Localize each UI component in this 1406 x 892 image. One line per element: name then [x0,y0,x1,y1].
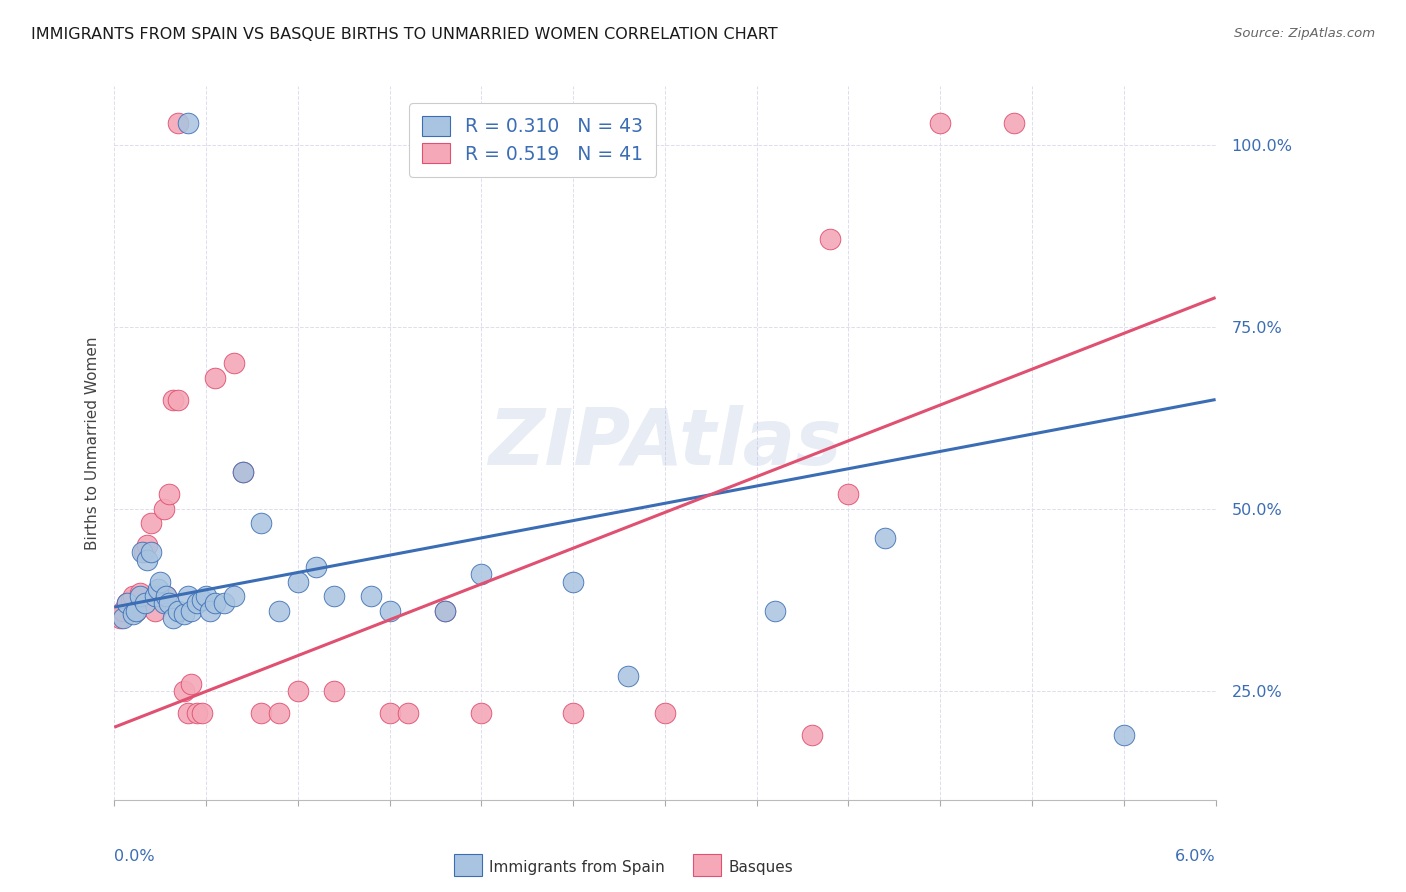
Point [360,589,382,603]
Point [128,589,150,603]
Point [134,597,156,611]
Point [198,604,221,618]
Point [167,116,190,130]
Point [143,604,166,618]
Point [108,611,131,625]
Point [875,531,897,545]
Point [232,466,254,480]
Point [186,706,208,720]
Point [115,597,138,611]
Point [139,516,162,531]
Point [214,597,236,611]
Point [157,597,180,611]
Point [152,597,174,611]
Point [433,604,456,618]
Point [125,604,148,618]
Point [204,370,226,384]
Point [148,582,170,596]
Point [562,706,585,720]
Text: 6.0%: 6.0% [1175,849,1216,863]
Text: 0.0%: 0.0% [114,849,155,863]
Point [152,501,174,516]
Point [470,567,492,582]
Point [131,545,153,559]
Point [837,487,859,501]
Point [115,597,138,611]
Point [191,592,214,607]
Text: Basques: Basques [728,860,793,874]
Point [149,589,172,603]
Text: Source: ZipAtlas.com: Source: ZipAtlas.com [1234,27,1375,40]
Point [180,604,202,618]
Point [132,545,155,559]
Point [194,589,217,603]
Point [136,553,159,567]
Point [191,706,214,720]
Point [155,589,177,603]
Point [162,611,184,625]
Point [562,574,585,589]
Point [1112,727,1135,741]
Point [167,604,190,618]
Point [139,545,162,559]
Point [269,706,291,720]
Point [167,392,190,407]
Legend: R = 0.310   N = 43, R = 0.519   N = 41: R = 0.310 N = 43, R = 0.519 N = 41 [409,103,657,177]
Point [378,604,401,618]
Point [654,706,676,720]
Point [222,589,245,603]
Point [617,669,640,683]
Point [128,585,150,599]
Point [155,589,177,603]
Text: Immigrants from Spain: Immigrants from Spain [489,860,665,874]
Y-axis label: Births to Unmarried Women: Births to Unmarried Women [86,336,100,550]
Point [222,356,245,370]
Point [250,516,273,531]
Point [157,487,180,501]
Point [149,574,172,589]
Point [121,589,143,603]
Point [162,392,184,407]
Point [929,116,952,130]
Point [173,607,195,622]
Text: IMMIGRANTS FROM SPAIN VS BASQUE BIRTHS TO UNMARRIED WOMEN CORRELATION CHART: IMMIGRANTS FROM SPAIN VS BASQUE BIRTHS T… [31,27,778,42]
Point [173,683,195,698]
Point [176,706,198,720]
Point [323,683,346,698]
Point [818,232,841,246]
Point [396,706,419,720]
Text: ZIPAtlas: ZIPAtlas [488,405,842,481]
Point [470,706,492,720]
Point [112,611,135,625]
Point [323,589,346,603]
Point [176,116,198,130]
Point [125,604,148,618]
Point [305,560,328,574]
Point [136,538,159,552]
Point [433,604,456,618]
Point [176,589,198,603]
Point [143,589,166,603]
Point [250,706,273,720]
Point [763,604,786,618]
Point [1002,116,1025,130]
Point [121,607,143,622]
Point [287,683,309,698]
Point [120,592,142,607]
Point [186,597,208,611]
Point [112,604,135,618]
Point [232,466,254,480]
Point [269,604,291,618]
Point [378,706,401,720]
Point [180,676,202,690]
Point [800,727,823,741]
Point [287,574,309,589]
Point [204,597,226,611]
